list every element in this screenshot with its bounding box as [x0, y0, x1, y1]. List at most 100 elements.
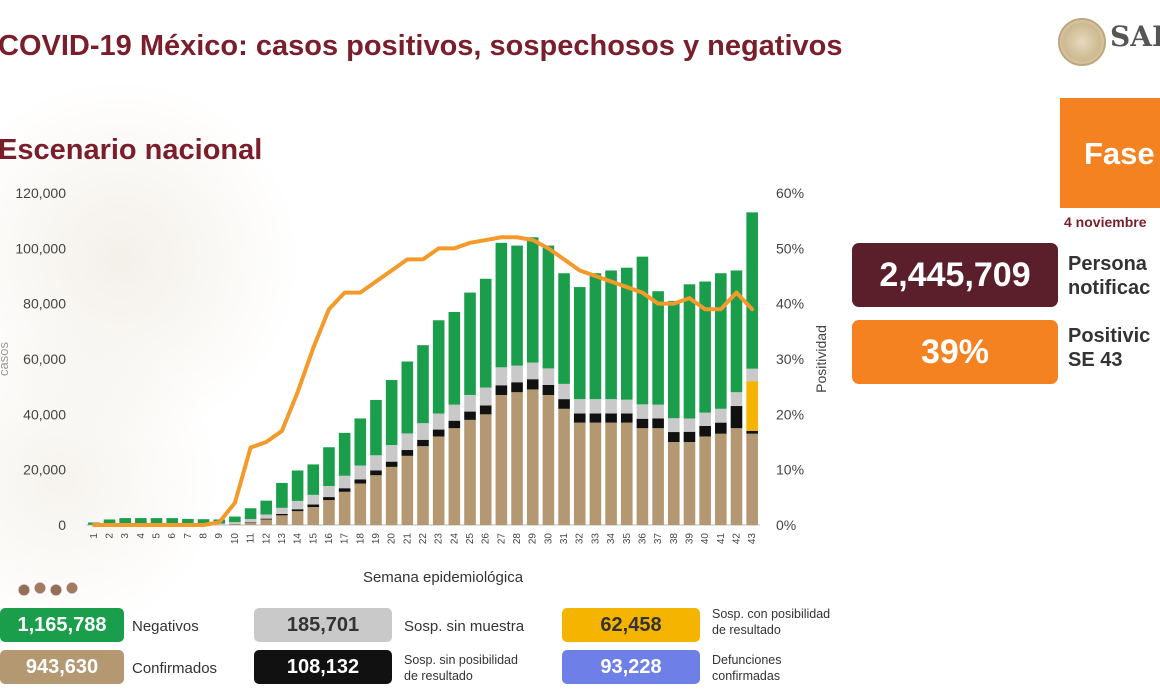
x-tick-label: 40: [700, 533, 711, 545]
bar-negativos: [150, 518, 163, 524]
x-tick-label: 3: [120, 533, 131, 539]
logo-text: SAL: [1110, 20, 1160, 53]
bar-confirmados: [401, 455, 414, 525]
bar-negativos: [746, 212, 758, 369]
bar-sosp-sin-muestra: [291, 500, 304, 510]
bar-sosp-sin-posibilidad-de-resultado: [511, 382, 523, 393]
bar-sosp-sin-posibilidad-de-resultado: [605, 413, 617, 423]
kpi-positivity-label: Positivic SE 43: [1068, 325, 1151, 371]
bar-sosp-sin-posibilidad-de-resultado: [307, 504, 320, 508]
legend-negativos-label: Negativos: [132, 618, 199, 635]
x-tick-label: 42: [731, 533, 742, 545]
x-axis-label: Semana epidemiológica: [363, 569, 524, 586]
bar-negativos: [323, 447, 335, 486]
bar-confirmados: [464, 419, 476, 525]
bar-negativos: [699, 281, 711, 413]
kpi-notified-people: 2,445,709: [852, 243, 1058, 307]
bar-negativos: [197, 519, 210, 524]
legend-negativos-value: 1,165,788: [0, 608, 124, 642]
bar-confirmados: [605, 422, 617, 525]
bar-sosp-sin-muestra: [511, 365, 523, 383]
bar-sosp-sin-posibilidad-de-resultado: [636, 418, 649, 429]
bar-sosp-sin-posibilidad-de-resultado: [385, 461, 398, 467]
bar-negativos: [432, 320, 445, 414]
bar-negativos: [354, 418, 367, 466]
bar-sosp-sin-posibilidad-de-resultado: [323, 497, 335, 501]
bar-confirmados: [417, 446, 429, 525]
bar-confirmados: [715, 433, 727, 525]
x-tick-label: 1: [89, 533, 100, 539]
x-tick-label: 27: [496, 533, 507, 545]
x-tick-label: 17: [340, 533, 351, 545]
bar-negativos: [652, 291, 664, 405]
bar-sosp-sin-posibilidad-de-resultado: [432, 429, 445, 437]
y-axis-label: casos: [0, 342, 11, 376]
bar-confirmados: [276, 515, 288, 525]
x-tick-label: 39: [684, 533, 695, 545]
bar-confirmados: [323, 500, 335, 525]
bar-sosp-sin-posibilidad-de-resultado: [558, 399, 570, 409]
x-tick-label: 35: [622, 533, 633, 545]
bar-sosp-sin-muestra: [464, 394, 476, 412]
bar-sosp-sin-posibilidad-de-resultado: [260, 518, 273, 520]
bar-negativos: [385, 380, 398, 446]
bar-confirmados: [307, 507, 320, 525]
x-tick-label: 37: [653, 533, 664, 545]
bar-sosp-sin-muestra: [448, 404, 461, 421]
bar-confirmados: [542, 394, 555, 525]
x-tick-label: 21: [402, 533, 413, 545]
bar-confirmados: [291, 511, 304, 525]
x-tick-label: 8: [199, 533, 210, 539]
bar-sosp-sin-posibilidad-de-resultado: [276, 513, 288, 516]
bar-sosp-sin-posibilidad-de-resultado: [401, 450, 414, 456]
y2-tick-label: 40%: [776, 296, 804, 312]
bar-sosp-sin-posibilidad-de-resultado: [730, 406, 743, 429]
bar-negativos: [636, 256, 649, 405]
bar-sosp-sin-posibilidad-de-resultado: [573, 413, 586, 423]
bar-negativos: [370, 399, 382, 456]
report-date: 4 noviembre: [1064, 214, 1147, 230]
bar-sosp-sin-posibilidad-de-resultado: [683, 431, 696, 442]
bar-confirmados: [746, 433, 758, 525]
bar-negativos: [558, 273, 570, 384]
bar-confirmados: [652, 428, 664, 525]
bar-sosp-sin-muestra: [667, 418, 680, 433]
x-tick-label: 5: [152, 533, 163, 539]
bar-negativos: [229, 516, 241, 523]
bar-sosp-sin-muestra: [683, 418, 696, 432]
bar-sosp-sin-posibilidad-de-resultado: [354, 479, 367, 484]
legend-sin-muestra-value: 185,701: [254, 608, 392, 642]
bar-sosp-sin-posibilidad-de-resultado: [448, 420, 461, 429]
x-tick-label: 33: [590, 533, 601, 545]
legend-sin-muestra-label: Sosp. sin muestra: [404, 618, 525, 635]
bar-sosp-sin-muestra: [260, 514, 273, 519]
bar-sosp-sin-posibilidad-de-resultado: [620, 413, 633, 423]
bar-negativos: [338, 432, 351, 476]
bar-negativos: [244, 508, 257, 520]
bar-negativos: [730, 270, 743, 393]
bar-sosp-sin-muestra: [229, 522, 241, 525]
bar-confirmados: [589, 422, 602, 525]
bar-confirmados: [260, 519, 273, 525]
bar-confirmados: [354, 483, 367, 525]
bar-sosp-sin-posibilidad-de-resultado: [746, 430, 758, 434]
x-tick-label: 7: [183, 533, 194, 539]
x-tick-label: 12: [261, 533, 272, 545]
seal-icon: [1058, 18, 1106, 66]
bar-sosp-sin-muestra: [354, 465, 367, 480]
x-tick-label: 25: [465, 533, 476, 545]
legend-con-posibilidad-label: Sosp. con posibilidad de resultado: [712, 607, 831, 637]
bar-confirmados: [683, 442, 696, 525]
y-tick-label: 20,000: [23, 462, 66, 478]
y2-axis-label: Positividad: [813, 325, 829, 393]
bar-negativos: [683, 284, 696, 419]
bar-sosp-con-posibilidad-de-resultado: [746, 381, 758, 431]
bar-sosp-sin-posibilidad-de-resultado: [464, 411, 476, 420]
bar-sosp-sin-posibilidad-de-resultado: [652, 418, 664, 429]
x-tick-label: 10: [230, 533, 241, 545]
bar-negativos: [291, 470, 304, 501]
bar-sosp-sin-muestra: [213, 523, 226, 525]
x-tick-label: 16: [324, 533, 335, 545]
bar-negativos: [103, 519, 116, 525]
phase-label: Fase: [1084, 136, 1155, 171]
